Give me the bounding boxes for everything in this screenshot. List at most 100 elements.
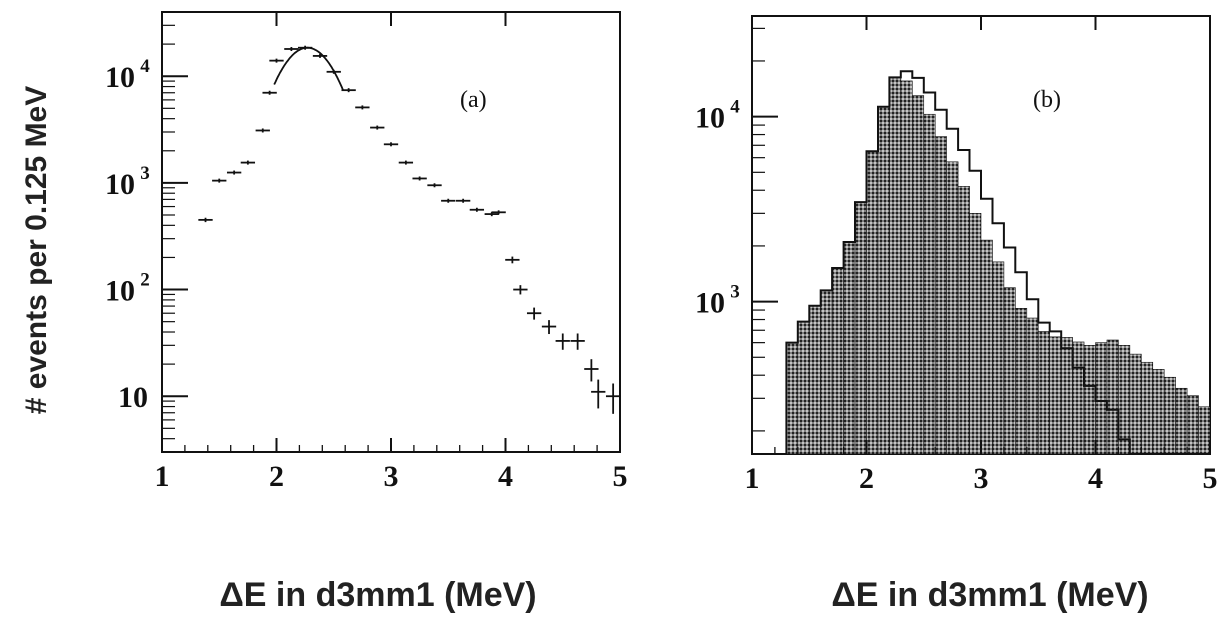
y-tick-exponent: 2 [140,270,150,291]
histogram-bar [1095,342,1108,455]
x-tick-label: 4 [498,460,513,493]
x-tick-label: 4 [1088,462,1103,495]
x-tick-label: 2 [859,462,874,495]
histogram-bar [820,290,833,455]
histogram-bar [1129,353,1142,455]
data-point [262,90,277,95]
data-point [469,207,485,212]
data-point [513,285,528,295]
histogram-bar [934,136,947,455]
panel-a-x-axis-label: ΔE in d3mm1 (MeV) [219,576,536,614]
data-point [591,379,606,409]
histogram-bar [992,261,1005,455]
histogram-bar [1118,345,1131,455]
histogram-bar [1152,369,1165,455]
data-point [427,183,442,188]
histogram-bar [1198,406,1211,455]
y-tick-exponent: 4 [730,97,740,118]
histogram-bar [1015,308,1028,455]
panel-a-ticks [161,11,621,453]
panel-a-frame [161,11,621,453]
histogram-bar [889,77,902,455]
histogram-bar [1106,339,1119,455]
histogram-bar [854,201,867,455]
histogram-bar [1072,341,1085,455]
histogram-bar [1141,361,1154,455]
data-point [312,53,328,58]
panel-b-x-axis-label: ΔE in d3mm1 (MeV) [831,576,1148,614]
histogram-bar [877,106,890,455]
x-tick-label: 5 [1203,462,1218,495]
panel-b-label: (b) [1033,87,1061,113]
x-tick-label: 3 [974,462,989,495]
x-tick-label: 5 [613,460,628,493]
data-point [412,176,427,181]
histogram-bar [946,161,959,455]
panel-a-x-tick-labels: 1 2 3 4 5 [155,460,628,493]
data-point [541,320,557,335]
data-point [212,178,227,183]
panel-b-ticks [751,16,1211,454]
histogram-bar [900,80,913,455]
data-point [284,46,299,51]
histogram-bar [1037,331,1050,455]
histogram-bar [786,342,799,455]
x-tick-label: 1 [155,460,170,493]
histogram-bar [1003,287,1016,455]
data-point [584,359,599,382]
histogram-bar [843,241,856,455]
histogram-bar [1175,387,1188,455]
data-point [441,198,456,203]
histogram-bar [1060,337,1073,455]
histogram-bar [911,95,925,455]
data-point [398,160,414,165]
data-point [605,383,621,414]
data-point [341,88,356,93]
x-tick-label: 3 [384,460,399,493]
data-point [226,170,242,175]
histogram-bar [1083,345,1096,455]
data-point [255,128,270,133]
panel-b-filled-histogram [786,77,1211,455]
panel-b-outline-histogram [785,70,1210,455]
y-axis-label: # events per 0.125 MeV [20,86,53,415]
panel-a-gaussian-fit [273,46,344,91]
panel-a-label: (a) [460,87,487,113]
panel-b-x-tick-labels: 1 2 3 4 5 [745,462,1218,495]
data-point [240,160,256,165]
y-tick-label: 10 [105,61,135,94]
y-tick-label: 10 [118,381,148,414]
data-point [198,217,213,223]
y-tick-exponent: 3 [140,163,150,184]
data-point [370,125,385,130]
data-point [555,333,570,350]
data-point [570,333,585,350]
y-tick-label: 10 [105,275,135,308]
histogram-bar [1049,336,1062,455]
histogram-bar [1186,395,1199,455]
y-tick-label: 10 [105,168,135,201]
data-point [355,105,370,110]
histogram-bar [980,239,993,455]
data-point [269,58,284,63]
histogram-bar [797,321,810,455]
data-point [383,142,399,147]
histogram-bar [866,150,879,455]
y-tick-label: 10 [695,287,725,320]
histogram-bar [923,113,936,455]
data-point [505,256,520,264]
x-tick-label: 2 [269,460,284,493]
histogram-bar [957,186,970,455]
histogram-bar [1026,317,1039,455]
histogram-bar [969,213,982,455]
data-point [455,198,471,203]
y-tick-exponent: 4 [140,56,150,77]
y-tick-exponent: 3 [730,282,740,303]
y-tick-label: 10 [695,102,725,135]
histogram-bar [808,305,821,455]
data-point [491,210,506,215]
